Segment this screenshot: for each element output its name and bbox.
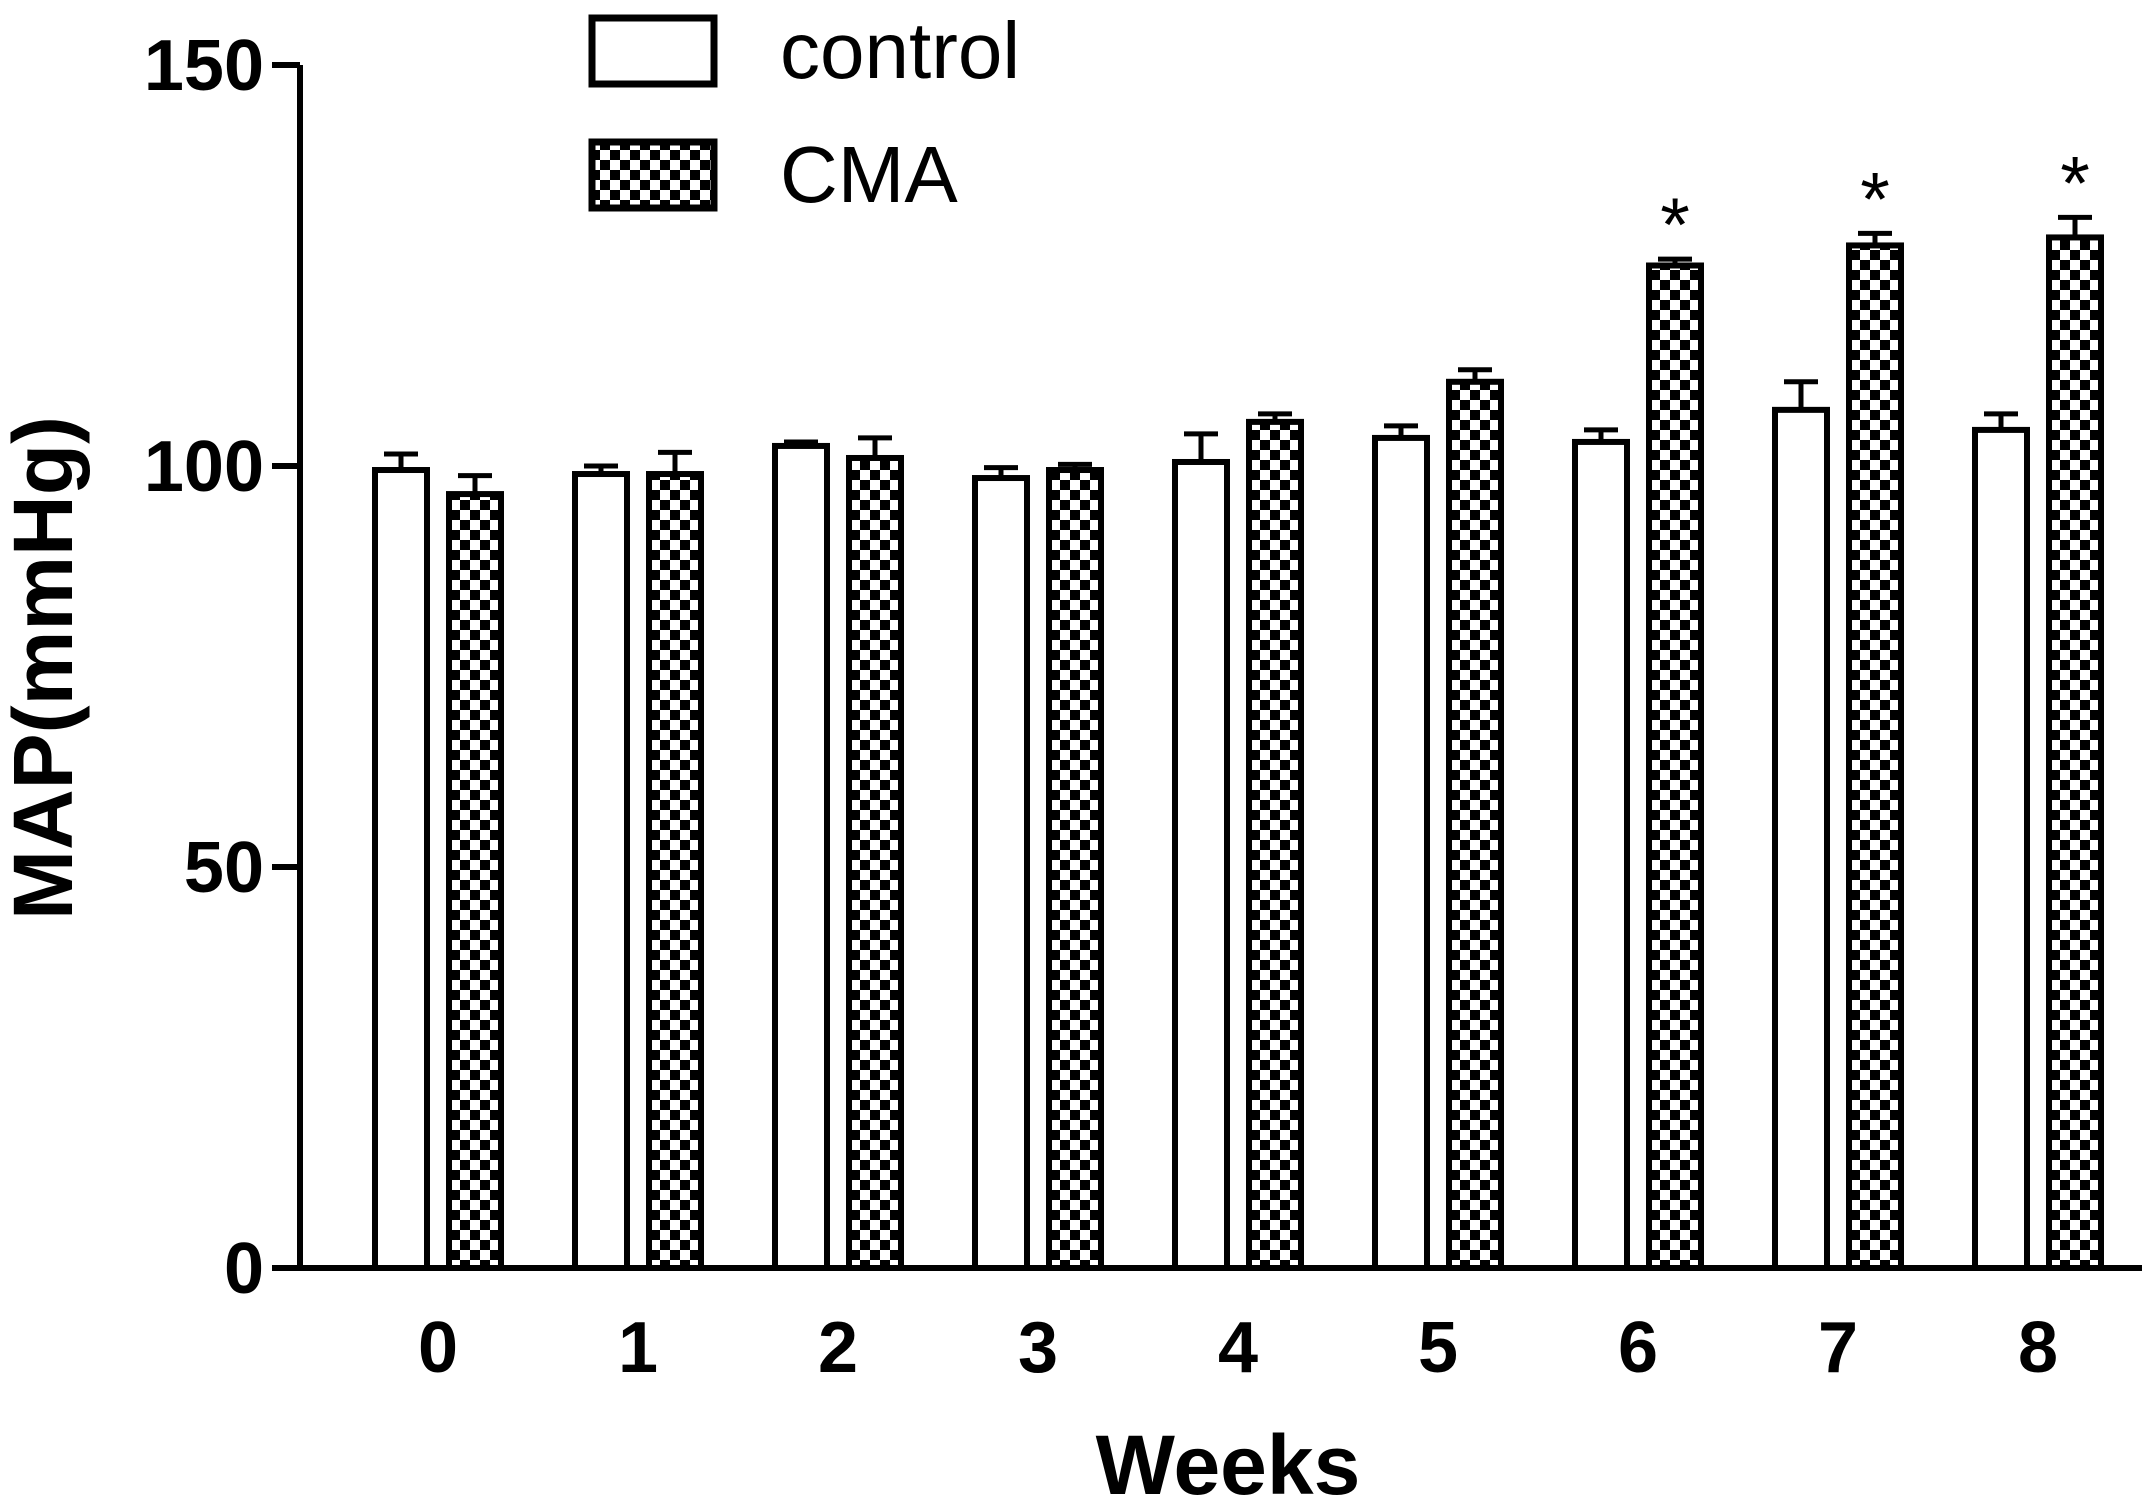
x-tick-label-7: 7: [1818, 1308, 1858, 1388]
significance-marker-week-7: *: [1860, 157, 1890, 242]
bar-cma-week-6: [1646, 262, 1704, 1271]
bar-cma-week-5: [1446, 378, 1504, 1272]
axes: 0 50 100 150 0 1 2 3 4 5 6 7 8: [144, 26, 2142, 1388]
bar-cma-week-3: [1046, 467, 1104, 1271]
legend-swatch-cma: [588, 138, 718, 212]
x-tick-label-4: 4: [1218, 1308, 1258, 1388]
bar-control-week-2: [772, 442, 830, 1271]
bar-cma-week-7: [1846, 242, 1904, 1271]
legend-swatch-control: [588, 14, 718, 88]
legend: control CMA: [588, 6, 1020, 219]
bar-cma-week-8: [2046, 234, 2104, 1271]
x-tick-label-5: 5: [1418, 1308, 1458, 1388]
x-tick-label-0: 0: [418, 1308, 458, 1388]
bar-control-week-7: [1772, 406, 1830, 1271]
bar-control-week-8: [1972, 426, 2030, 1272]
bar-cma-week-0: [446, 491, 504, 1271]
y-tick-label-50: 50: [184, 828, 264, 908]
legend-label-cma: CMA: [780, 130, 958, 219]
legend-label-control: control: [780, 6, 1020, 95]
bar-control-week-1: [572, 471, 630, 1271]
y-axis-title: MAP(mmHg): [0, 416, 90, 920]
x-axis-title: Weeks: [1096, 1418, 1361, 1510]
bars: * * *: [372, 141, 2104, 1272]
x-tick-label-3: 3: [1018, 1308, 1058, 1388]
bar-control-week-6: [1572, 438, 1630, 1271]
y-tick-label-100: 100: [144, 427, 264, 507]
bar-control-week-5: [1372, 434, 1430, 1271]
bar-cma-week-1: [646, 471, 704, 1271]
x-tick-label-8: 8: [2018, 1308, 2058, 1388]
bar-control-week-0: [372, 467, 430, 1271]
y-tick-label-0: 0: [224, 1229, 264, 1309]
bar-control-week-4: [1172, 458, 1230, 1271]
significance-marker-week-6: *: [1660, 183, 1690, 268]
bar-cma-week-4: [1246, 418, 1304, 1271]
x-tick-label-1: 1: [618, 1308, 658, 1388]
significance-marker-week-8: *: [2060, 141, 2090, 226]
x-tick-label-2: 2: [818, 1308, 858, 1388]
bar-cma-week-2: [846, 454, 904, 1272]
bar-control-week-3: [972, 475, 1030, 1271]
y-tick-label-150: 150: [144, 26, 264, 106]
x-tick-label-6: 6: [1618, 1308, 1658, 1388]
